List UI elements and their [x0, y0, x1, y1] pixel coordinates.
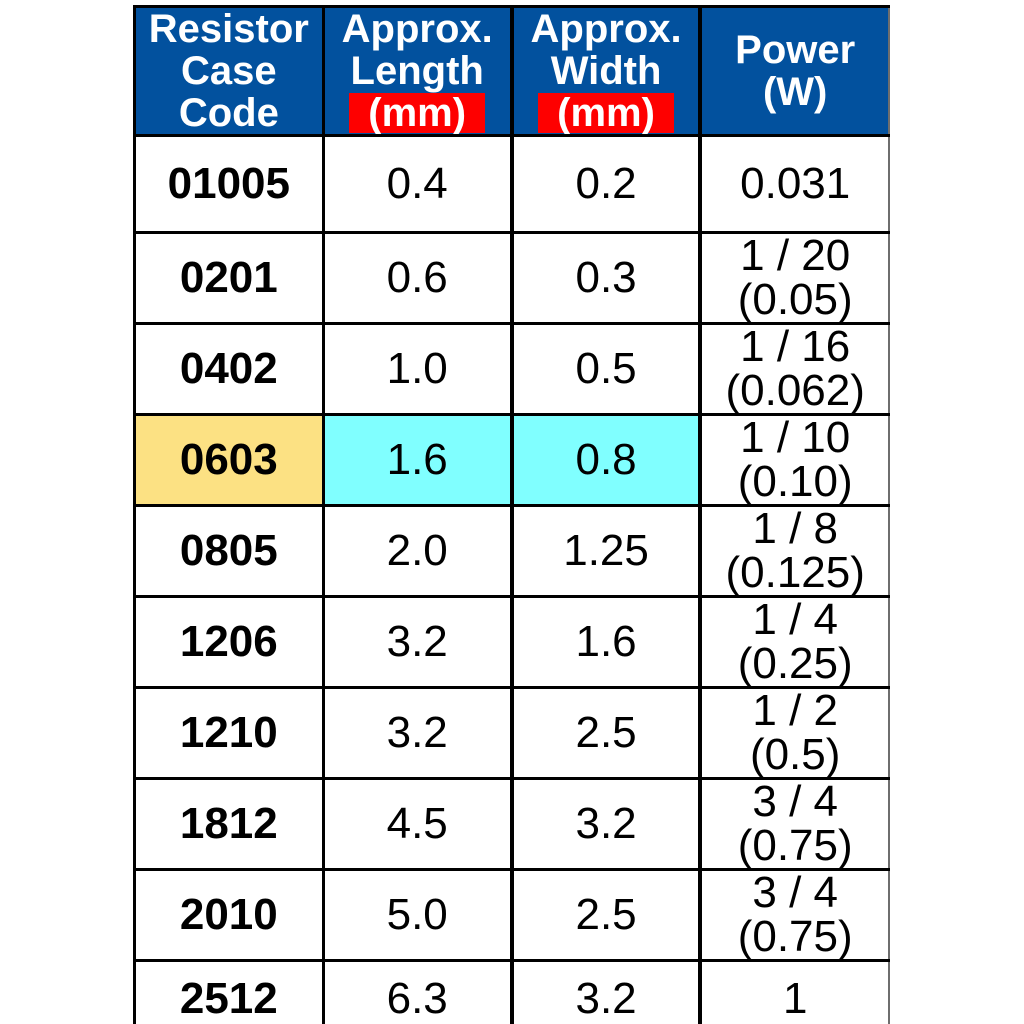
width-cell: 3.2 [509, 959, 702, 1024]
power-line: (0.10) [737, 457, 853, 506]
power-line: 1 / 16 [740, 323, 851, 371]
power-cell: 0.031 [698, 134, 890, 234]
column-header-resistor-case-code: Resistor Case Code [133, 5, 325, 137]
column-header-power-w: Power (W) [698, 5, 890, 137]
power-line: 3 / 4 [752, 778, 838, 826]
header-row: Resistor Case Code Approx. Length (mm) Approx.… [133, 5, 890, 137]
case-code-cell: 2512 [133, 959, 325, 1024]
table-row: 2010 5.0 2.5 3 / 4 (0.75) [133, 868, 890, 962]
table-row: 0603 1.6 0.8 1 / 10 (0.10) [133, 413, 890, 507]
column-header-label-line: Width [550, 49, 662, 93]
case-code-cell: 2010 [133, 868, 325, 962]
power-line: 1 / 8 [752, 505, 838, 553]
power-line: 1 / 20 [740, 232, 851, 280]
resistor-case-size-table: Resistor Case Code Approx. Length (mm) Approx.… [133, 5, 890, 1024]
case-code-cell: 1210 [133, 686, 325, 780]
table-row: 2512 6.3 3.2 1 [133, 959, 890, 1024]
length-cell: 1.6 [322, 413, 514, 507]
length-cell: 4.5 [322, 777, 514, 871]
length-cell: 5.0 [322, 868, 514, 962]
length-cell: 3.2 [322, 595, 514, 689]
power-cell: 1 / 10 (0.10) [698, 413, 890, 507]
case-code-cell: 1812 [133, 777, 325, 871]
case-code-cell: 01005 [133, 134, 325, 234]
power-line: 1 / 2 [752, 687, 838, 735]
power-cell: 1 / 20 (0.05) [698, 231, 890, 325]
power-line: 1 / 4 [752, 596, 838, 644]
unit-badge-row: (mm) [325, 92, 509, 133]
table-row: 1210 3.2 2.5 1 / 2 (0.5) [133, 686, 890, 780]
column-header-approx-width: Approx. Width (mm) [509, 5, 702, 137]
width-cell: 1.25 [509, 504, 702, 598]
length-cell: 3.2 [322, 686, 514, 780]
column-header-label-line: Case [181, 49, 277, 93]
length-cell: 2.0 [322, 504, 514, 598]
case-code-cell: 0402 [133, 322, 325, 416]
power-cell: 3 / 4 (0.75) [698, 868, 890, 962]
table-row: 1206 3.2 1.6 1 / 4 (0.25) [133, 595, 890, 689]
length-cell: 0.6 [322, 231, 514, 325]
table-row: 0402 1.0 0.5 1 / 16 (0.062) [133, 322, 890, 416]
power-cell: 3 / 4 (0.75) [698, 777, 890, 871]
power-line: 3 / 4 [752, 869, 838, 917]
power-cell: 1 / 16 (0.062) [698, 322, 890, 416]
power-cell: 1 / 8 (0.125) [698, 504, 890, 598]
column-header-label-line: Code [178, 91, 279, 135]
power-cell: 1 / 2 (0.5) [698, 686, 890, 780]
column-header-label-line: Approx. [341, 7, 493, 51]
column-header-approx-length: Approx. Length (mm) [322, 5, 514, 137]
column-header-label-line: Length [350, 49, 484, 93]
power-cell: 1 / 4 (0.25) [698, 595, 890, 689]
power-line: (0.5) [749, 730, 841, 779]
case-code-cell: 0201 [133, 231, 325, 325]
power-line: 0.031 [740, 159, 851, 208]
power-line: (0.05) [737, 275, 853, 324]
width-cell: 2.5 [509, 686, 702, 780]
column-header-label-line: (W) [762, 70, 828, 114]
table-row: 0805 2.0 1.25 1 / 8 (0.125) [133, 504, 890, 598]
power-line: (0.125) [725, 548, 865, 597]
power-line: (0.25) [737, 639, 853, 688]
table-row: 01005 0.4 0.2 0.031 [133, 134, 890, 234]
table-row: 0201 0.6 0.3 1 / 20 (0.05) [133, 231, 890, 325]
unit-mm-badge: (mm) [349, 93, 486, 133]
unit-mm-badge: (mm) [538, 93, 674, 133]
length-cell: 6.3 [322, 959, 514, 1024]
width-cell: 0.3 [509, 231, 702, 325]
width-cell: 0.2 [509, 134, 702, 234]
length-cell: 1.0 [322, 322, 514, 416]
width-cell: 1.6 [509, 595, 702, 689]
width-cell: 2.5 [509, 868, 702, 962]
case-code-cell: 0805 [133, 504, 325, 598]
power-cell: 1 [698, 959, 890, 1024]
table-body: 01005 0.4 0.2 0.031 0201 0.6 0.3 1 / 20 (0.05) 04… [133, 134, 890, 1024]
column-header-label-line: Approx. [530, 7, 682, 51]
power-line: (0.75) [737, 821, 853, 870]
table-row: 1812 4.5 3.2 3 / 4 (0.75) [133, 777, 890, 871]
power-line: (0.75) [737, 912, 853, 961]
column-header-label-line: Resistor [148, 7, 309, 51]
column-header-label-line: Power [735, 28, 856, 72]
length-cell: 0.4 [322, 134, 514, 234]
width-cell: 0.8 [509, 413, 702, 507]
power-line: 1 / 10 [740, 414, 851, 462]
power-line: (0.062) [725, 366, 865, 415]
case-code-cell: 1206 [133, 595, 325, 689]
unit-badge-row: (mm) [516, 92, 698, 133]
power-line: 1 [782, 973, 808, 1023]
case-code-cell: 0603 [133, 413, 325, 507]
width-cell: 0.5 [509, 322, 702, 416]
width-cell: 3.2 [509, 777, 702, 871]
table-header: Resistor Case Code Approx. Length (mm) Approx.… [133, 5, 890, 137]
